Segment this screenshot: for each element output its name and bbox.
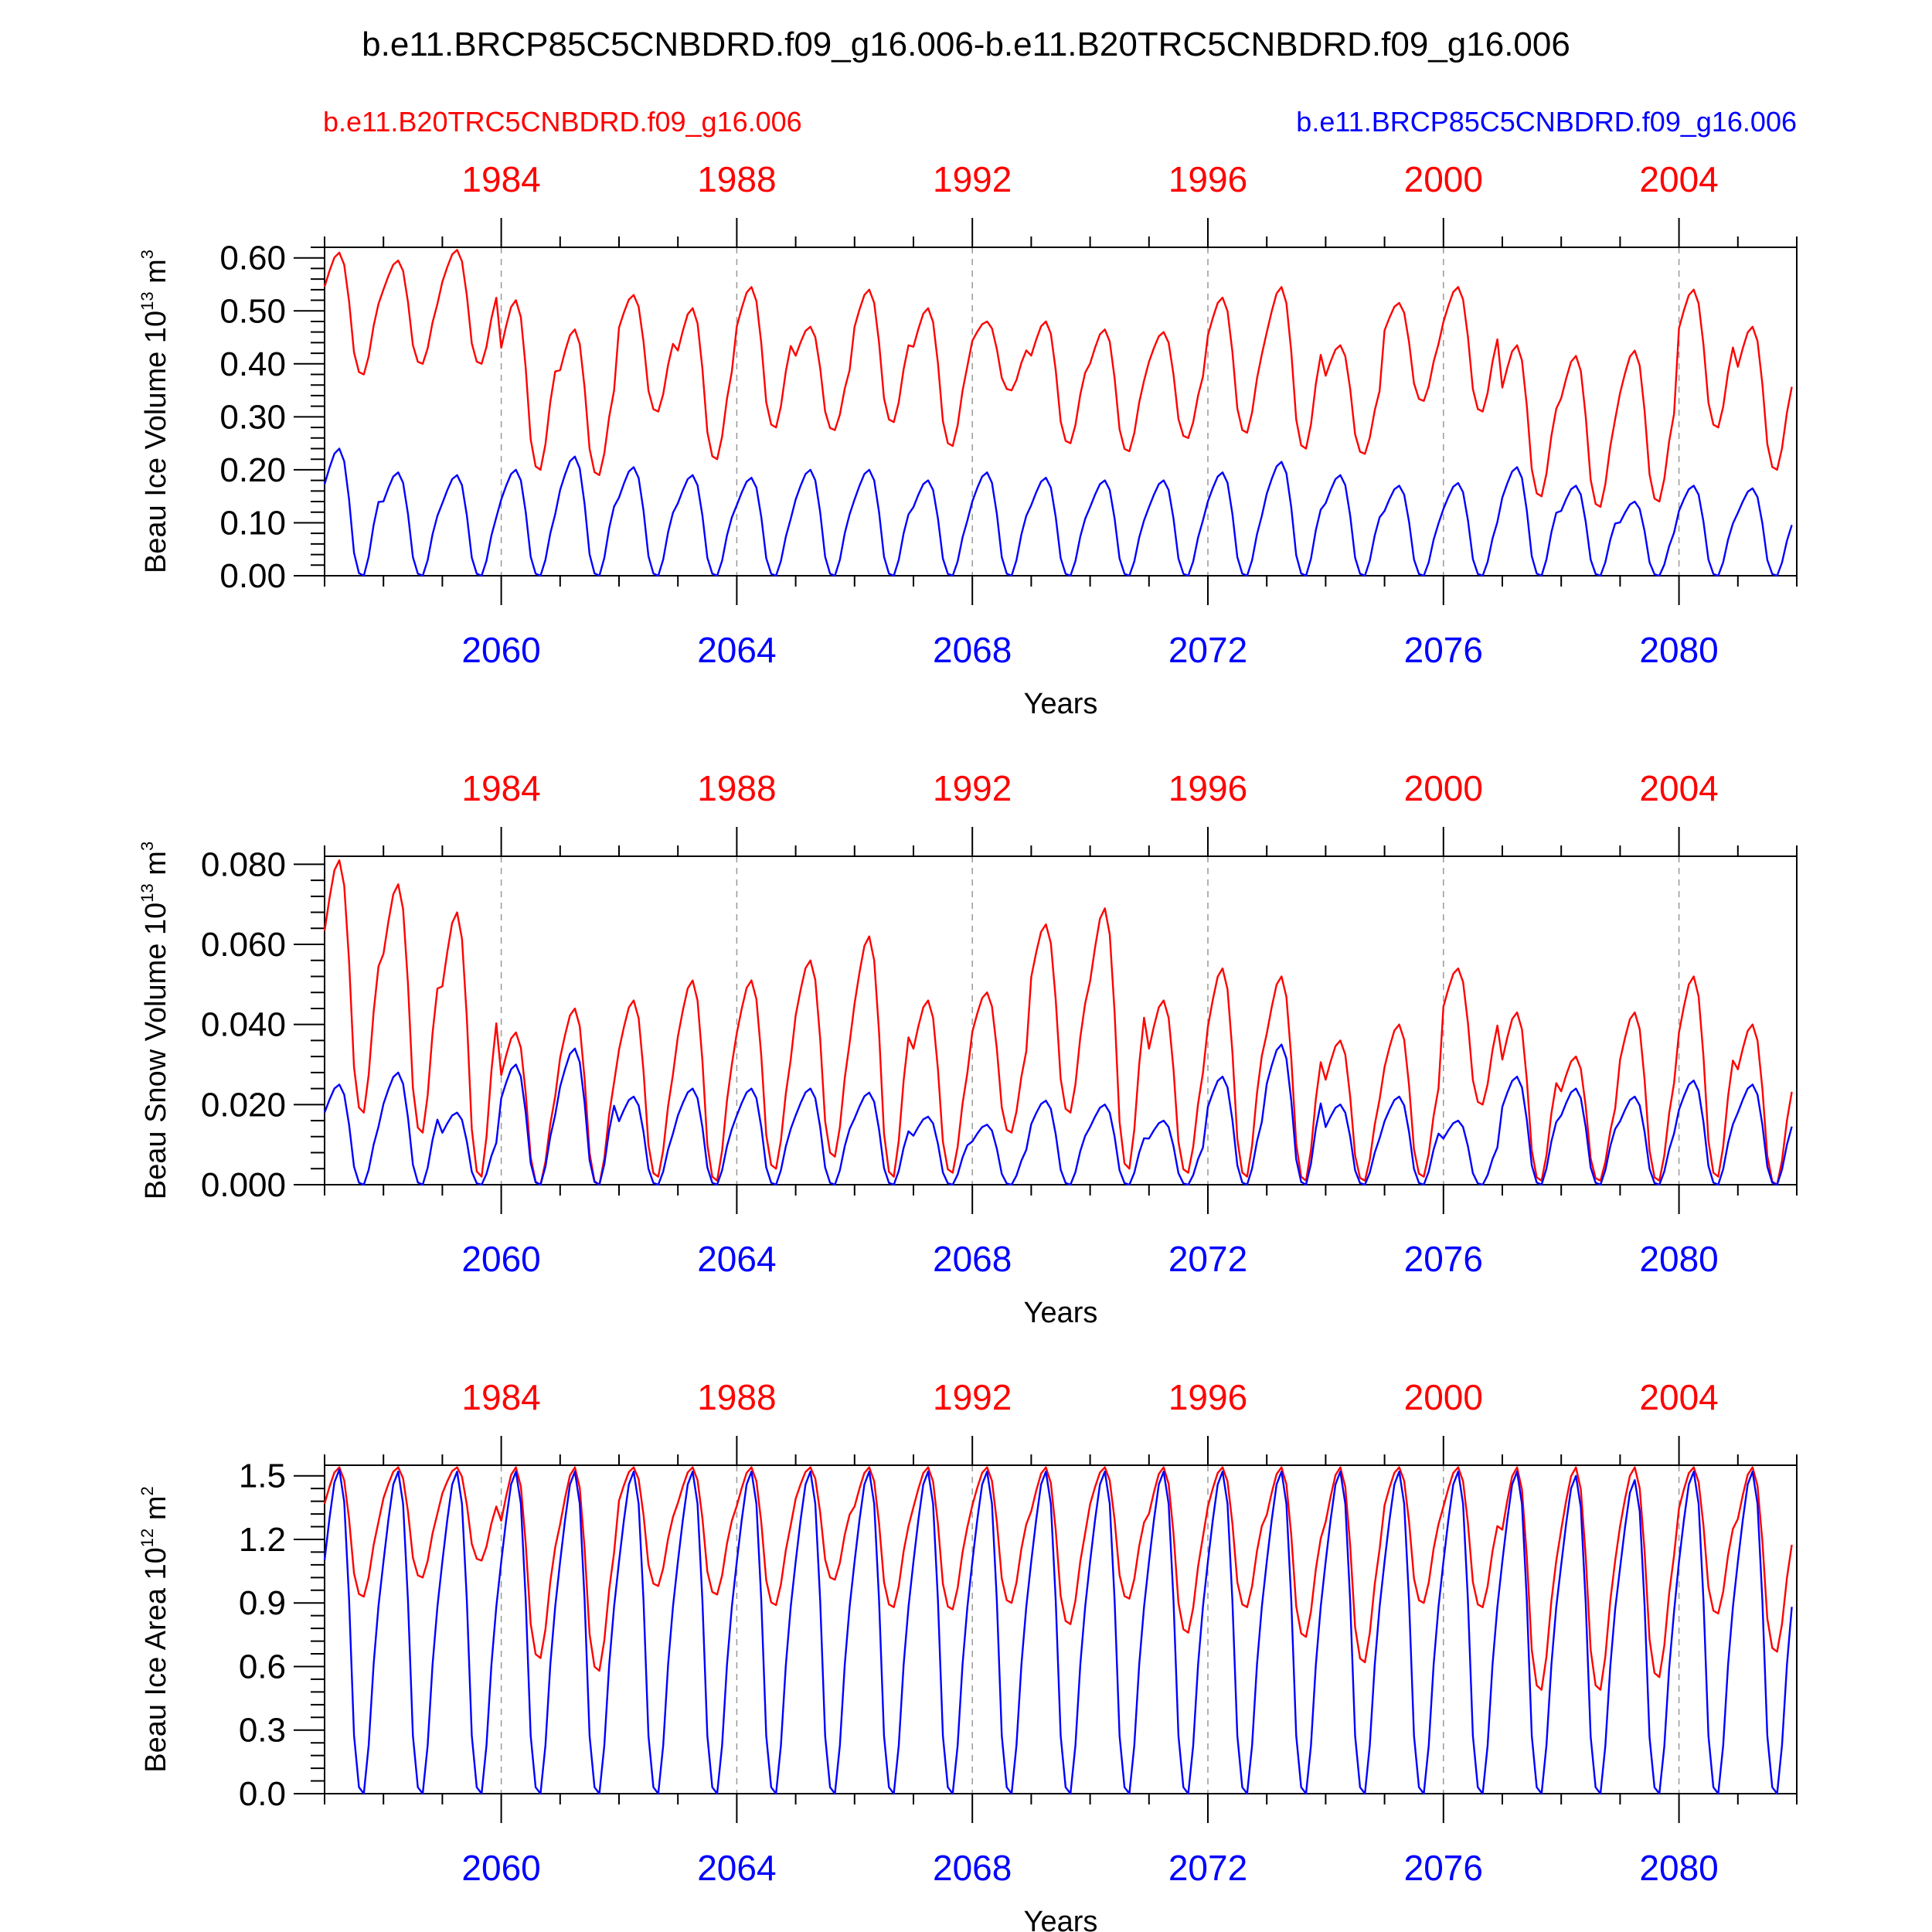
legend-right-case: b.e11.BRCP85C5CNBDRD.f09_g16.006 xyxy=(1296,106,1797,138)
y-tick-label: 0.060 xyxy=(201,926,286,964)
x-axis-title: Years xyxy=(1024,1906,1098,1932)
top-year-label: 1988 xyxy=(697,159,776,199)
top-year-label: 2004 xyxy=(1639,159,1718,199)
top-year-label: 2000 xyxy=(1404,768,1483,808)
series-line-red xyxy=(323,249,1793,509)
y-axis-title: Beau Snow Volume 1013 m3 xyxy=(138,842,172,1199)
panel-3: 1984 1988 1992 1996 2000 2004 2060 2064 2068 2072… xyxy=(138,1377,1798,1932)
y-axis-title: Beau Ice Volume 1013 m3 xyxy=(138,250,172,573)
top-year-label: 2004 xyxy=(1639,1377,1718,1417)
bottom-year-label: 2072 xyxy=(1168,1239,1247,1279)
top-year-label: 1984 xyxy=(461,768,540,808)
y-tick-label: 1.5 xyxy=(239,1458,286,1495)
bottom-year-label: 2060 xyxy=(461,1848,540,1888)
bottom-year-label: 2068 xyxy=(933,630,1012,670)
bottom-year-label: 2080 xyxy=(1639,630,1718,670)
panel-1: 1984 1988 1992 1996 2000 2004 2060 2064 2068 2072… xyxy=(138,159,1798,720)
x-axis-title: Years xyxy=(1024,1297,1098,1329)
plot-frame xyxy=(324,1464,1798,1794)
top-year-label: 2004 xyxy=(1639,768,1718,808)
panel-2: 1984 1988 1992 1996 2000 2004 2060 2064 2068 2072… xyxy=(138,768,1798,1329)
plot-frame xyxy=(324,855,1798,1185)
y-tick-label: 0.040 xyxy=(201,1006,286,1044)
bottom-year-label: 2076 xyxy=(1404,1239,1483,1279)
bottom-year-label: 2072 xyxy=(1168,630,1247,670)
bottom-year-label: 2068 xyxy=(933,1239,1012,1279)
top-year-label: 1992 xyxy=(933,159,1012,199)
main-title: b.e11.BRCP85C5CNBDRD.f09_g16.006-b.e11.B… xyxy=(362,26,1570,63)
top-year-label: 1984 xyxy=(461,1377,540,1417)
bottom-year-label: 2076 xyxy=(1404,630,1483,670)
y-tick-label: 0.40 xyxy=(219,345,286,383)
series-line-red xyxy=(323,1466,1793,1691)
plot-frame xyxy=(324,247,1798,577)
top-year-label: 1988 xyxy=(697,1377,776,1417)
bottom-year-label: 2072 xyxy=(1168,1848,1247,1888)
y-tick-label: 1.2 xyxy=(239,1521,286,1559)
bottom-year-label: 2060 xyxy=(461,630,540,670)
top-year-label: 1996 xyxy=(1168,159,1247,199)
bottom-year-label: 2080 xyxy=(1639,1239,1718,1279)
x-axis-title: Years xyxy=(1024,688,1098,720)
y-tick-label: 0.9 xyxy=(239,1584,286,1622)
y-tick-label: 0.000 xyxy=(201,1166,286,1204)
y-tick-label: 0.080 xyxy=(201,845,286,883)
y-tick-label: 0.00 xyxy=(219,557,286,595)
y-tick-label: 0.6 xyxy=(239,1648,286,1685)
series-line-blue xyxy=(323,1043,1793,1186)
bottom-year-label: 2064 xyxy=(697,1848,776,1888)
legend-left-case: b.e11.B20TRC5CNBDRD.f09_g16.006 xyxy=(323,106,802,138)
series-line-blue xyxy=(323,1468,1793,1795)
panels: 1984 1988 1992 1996 2000 2004 2060 2064 2068 2072… xyxy=(138,159,1798,1932)
top-year-label: 1996 xyxy=(1168,1377,1247,1417)
series-line-blue xyxy=(323,447,1793,577)
bottom-year-label: 2064 xyxy=(697,630,776,670)
bottom-year-label: 2080 xyxy=(1639,1848,1718,1888)
top-year-label: 2000 xyxy=(1404,159,1483,199)
series-line-red xyxy=(323,859,1793,1186)
y-tick-label: 0.30 xyxy=(219,398,286,436)
bottom-year-label: 2064 xyxy=(697,1239,776,1279)
y-tick-label: 0.20 xyxy=(219,451,286,489)
top-year-label: 1988 xyxy=(697,768,776,808)
y-tick-label: 0.020 xyxy=(201,1086,286,1124)
y-axis-title: Beau Ice Area 1012 m2 xyxy=(138,1486,172,1773)
y-tick-label: 0.0 xyxy=(239,1775,286,1813)
top-year-label: 2000 xyxy=(1404,1377,1483,1417)
top-year-label: 1996 xyxy=(1168,768,1247,808)
top-year-label: 1992 xyxy=(933,1377,1012,1417)
bottom-year-label: 2068 xyxy=(933,1848,1012,1888)
top-year-label: 1992 xyxy=(933,768,1012,808)
y-tick-label: 0.50 xyxy=(219,292,286,330)
bottom-year-label: 2060 xyxy=(461,1239,540,1279)
y-tick-label: 0.10 xyxy=(219,504,286,542)
y-tick-label: 0.60 xyxy=(219,240,286,277)
bottom-year-label: 2076 xyxy=(1404,1848,1483,1888)
top-year-label: 1984 xyxy=(461,159,540,199)
y-tick-label: 0.3 xyxy=(239,1712,286,1750)
